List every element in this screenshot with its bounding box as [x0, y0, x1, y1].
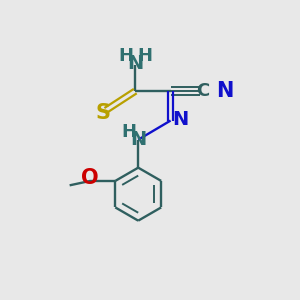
Text: H: H — [121, 123, 136, 141]
Text: N: N — [216, 81, 234, 101]
Text: N: N — [130, 130, 146, 148]
Text: C: C — [196, 82, 210, 100]
Text: H: H — [137, 47, 152, 65]
Text: N: N — [127, 54, 143, 73]
Text: N: N — [172, 110, 188, 129]
Text: S: S — [96, 103, 111, 123]
Text: H: H — [118, 47, 134, 65]
Text: O: O — [81, 168, 99, 188]
